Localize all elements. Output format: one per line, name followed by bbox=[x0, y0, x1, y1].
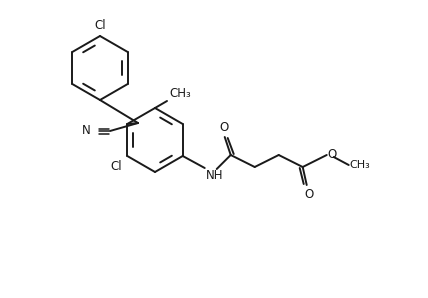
Text: Cl: Cl bbox=[111, 160, 122, 173]
Text: N: N bbox=[82, 125, 91, 137]
Text: O: O bbox=[219, 121, 228, 134]
Text: O: O bbox=[304, 188, 313, 201]
Text: NH: NH bbox=[206, 169, 223, 182]
Text: CH₃: CH₃ bbox=[169, 87, 191, 100]
Text: O: O bbox=[328, 148, 337, 161]
Text: CH₃: CH₃ bbox=[350, 160, 371, 170]
Text: Cl: Cl bbox=[94, 19, 106, 32]
